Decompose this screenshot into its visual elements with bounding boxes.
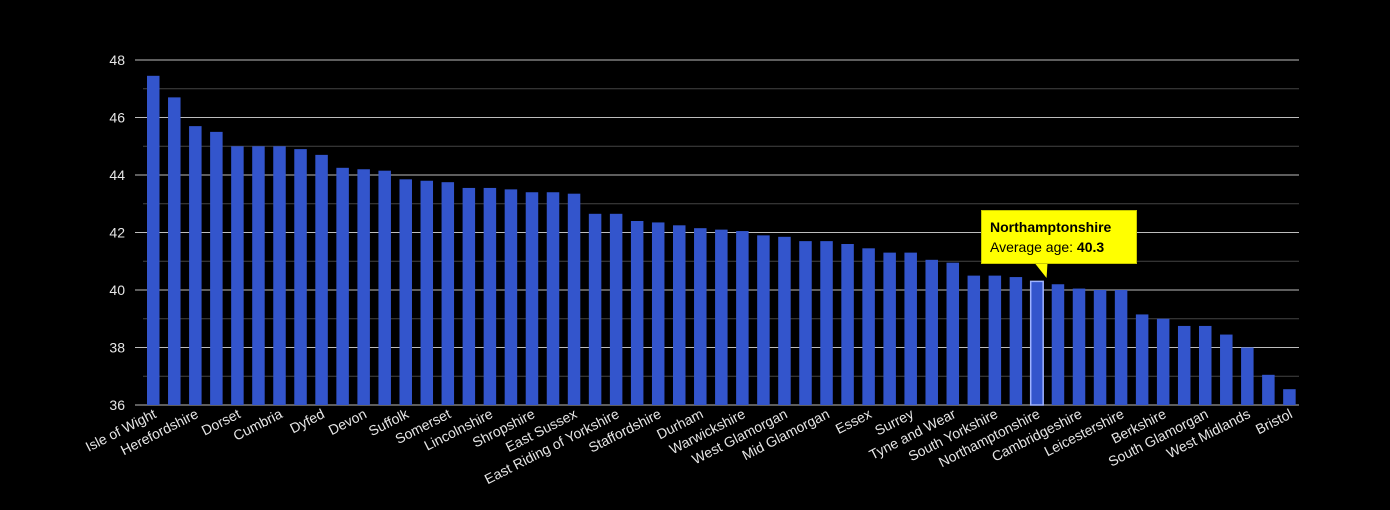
- y-tick-label: 38: [109, 340, 125, 356]
- bar[interactable]: [294, 149, 307, 405]
- x-tick-label: Bristol: [1253, 405, 1295, 437]
- bar[interactable]: [252, 146, 265, 405]
- y-tick-label: 36: [109, 397, 125, 413]
- y-tick-label: 40: [109, 282, 125, 298]
- bar[interactable]: [504, 189, 518, 405]
- bar[interactable]: [1177, 325, 1191, 405]
- bars: [147, 75, 1296, 406]
- y-tick-label: 46: [109, 110, 125, 126]
- x-tick-label: Essex: [833, 405, 874, 437]
- bar[interactable]: [588, 213, 602, 405]
- bar[interactable]: [988, 275, 1002, 405]
- tooltip: Northamptonshire Average age: 40.3: [981, 210, 1137, 264]
- x-tick-label: Cumbria: [230, 405, 285, 443]
- bar[interactable]: [546, 192, 560, 405]
- x-tick-label: Dyfed: [287, 405, 327, 436]
- bar[interactable]: [925, 259, 938, 405]
- bar[interactable]: [757, 235, 770, 405]
- bar[interactable]: [1199, 325, 1212, 405]
- bar[interactable]: [736, 231, 749, 405]
- bar[interactable]: [1283, 389, 1296, 405]
- y-axis-ticks: 36 38 40 42 44 46 48: [109, 52, 125, 413]
- bar[interactable]: [525, 192, 539, 405]
- y-tick-label: 42: [109, 225, 125, 241]
- tooltip-label: Average age:: [990, 239, 1074, 255]
- bar-highlighted[interactable]: [1029, 280, 1044, 406]
- bar[interactable]: [483, 187, 497, 405]
- bar[interactable]: [673, 225, 686, 405]
- bar[interactable]: [462, 187, 476, 405]
- bar[interactable]: [609, 213, 623, 405]
- bar[interactable]: [1072, 288, 1086, 405]
- tooltip-name: Northamptonshire: [990, 219, 1112, 235]
- bar[interactable]: [820, 241, 833, 405]
- x-tick-label: Devon: [326, 405, 369, 438]
- bar[interactable]: [651, 222, 665, 405]
- bar[interactable]: [147, 75, 160, 405]
- bar[interactable]: [1009, 277, 1023, 405]
- bar[interactable]: [1241, 347, 1254, 406]
- bar[interactable]: [946, 262, 960, 405]
- tooltip-value: 40.3: [1076, 239, 1105, 255]
- bar[interactable]: [567, 193, 581, 405]
- bar[interactable]: [357, 169, 370, 405]
- bar[interactable]: [841, 244, 854, 405]
- bar[interactable]: [210, 131, 223, 405]
- bar[interactable]: [231, 146, 244, 405]
- bar[interactable]: [273, 146, 286, 405]
- bar[interactable]: [168, 97, 181, 405]
- bar[interactable]: [883, 252, 896, 405]
- bar[interactable]: [399, 179, 412, 405]
- bar[interactable]: [441, 182, 455, 405]
- bar[interactable]: [630, 221, 644, 405]
- bar[interactable]: [1114, 290, 1128, 405]
- y-tick-label: 48: [109, 52, 125, 68]
- bar[interactable]: [420, 180, 434, 405]
- bar[interactable]: [694, 228, 707, 405]
- y-tick-label: 44: [109, 167, 125, 183]
- bar[interactable]: [862, 248, 875, 405]
- bar[interactable]: [967, 275, 981, 405]
- bar[interactable]: [1093, 290, 1107, 405]
- bar[interactable]: [1220, 334, 1233, 405]
- bar[interactable]: [1051, 284, 1065, 405]
- bar[interactable]: [1135, 314, 1149, 405]
- bar[interactable]: [1262, 374, 1275, 405]
- bar[interactable]: [336, 167, 349, 405]
- bar[interactable]: [189, 126, 202, 405]
- bar[interactable]: [799, 241, 812, 405]
- bar[interactable]: [1156, 318, 1170, 405]
- bar[interactable]: [315, 154, 328, 405]
- bar[interactable]: [778, 236, 791, 405]
- bar[interactable]: [904, 252, 917, 405]
- bar[interactable]: [378, 170, 391, 405]
- bar[interactable]: [715, 229, 728, 405]
